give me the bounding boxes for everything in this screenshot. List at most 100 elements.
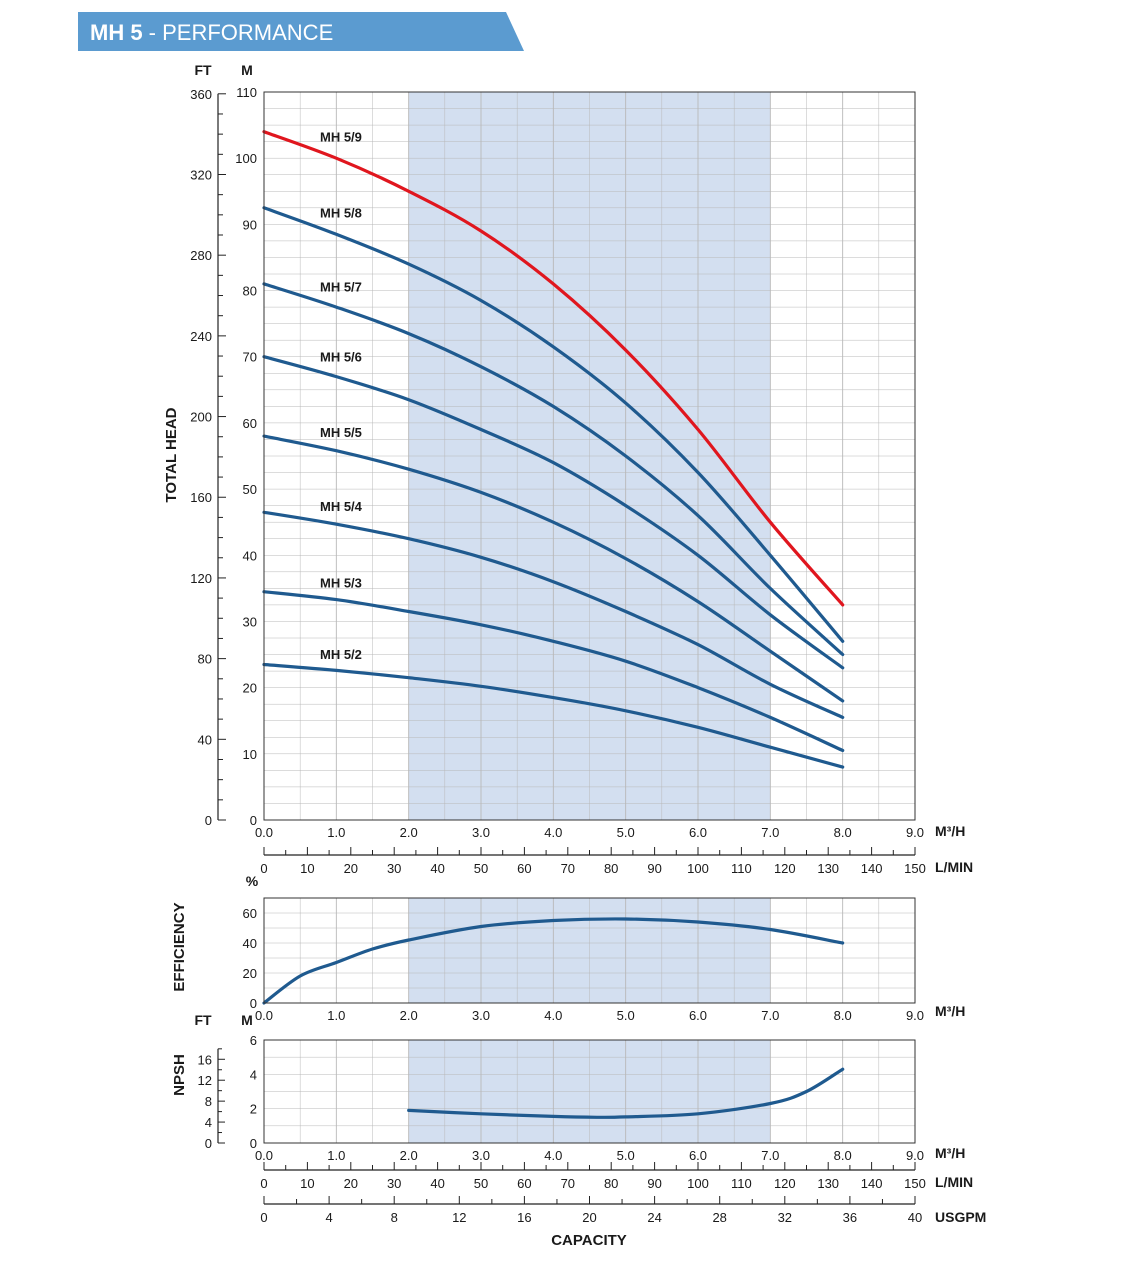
head-curve-mh-5-6 xyxy=(262,355,845,670)
head-m-tick-label: 100 xyxy=(235,151,257,166)
efficiency-x-tick-label: 9.0 xyxy=(906,1008,924,1023)
lmin-top-tick-label: 10 xyxy=(300,861,314,876)
npsh-x-tick-label: 0.0 xyxy=(255,1148,273,1163)
head-axes: 0.0 1.0 2.0 3.0 4.0 5.0 6.0 7.0 8.0 9.0 0 10 20 30 40 5… xyxy=(190,85,924,840)
npsh-x-tick-label: 4.0 xyxy=(544,1148,562,1163)
head-ft-tick-label: 280 xyxy=(190,248,212,263)
efficiency-x-tick-label: 7.0 xyxy=(761,1008,779,1023)
usgpm-unit: USGPM xyxy=(935,1209,986,1225)
head-ft-tick-label: 200 xyxy=(190,410,212,425)
lmin-top-tick-label: 120 xyxy=(774,861,796,876)
efficiency-y-tick-label: 20 xyxy=(243,966,257,981)
lmin-bottom-tick-label: 30 xyxy=(387,1176,401,1191)
head-m-tick-label: 50 xyxy=(243,482,257,497)
head-curve-mh-5-8 xyxy=(262,206,845,643)
head-m-tick-label: 20 xyxy=(243,681,257,696)
efficiency-frame xyxy=(263,897,916,1004)
npsh-axes: 0.0 1.0 2.0 3.0 4.0 5.0 6.0 7.0 8.0 9.0 0 2 4 6 0 4 8 12 1… xyxy=(198,1033,925,1163)
lmin-bottom-tick-label: 0 xyxy=(260,1176,267,1191)
head-ft-tick-label: 120 xyxy=(190,571,212,586)
lmin-top-tick-label: 80 xyxy=(604,861,618,876)
head-ft-tick-label: 320 xyxy=(190,167,212,182)
npsh-m-tick-label: 2 xyxy=(250,1102,257,1117)
head-x-tick-label: 4.0 xyxy=(544,825,562,840)
npsh-ft-tick-label: 12 xyxy=(198,1073,212,1088)
banner-background xyxy=(78,12,524,51)
head-ft-tick-label: 240 xyxy=(190,329,212,344)
lmin-top-tick-label: 150 xyxy=(904,861,926,876)
head-frame xyxy=(263,91,916,821)
head-x-tick-label: 9.0 xyxy=(906,825,924,840)
npsh-y-title: NPSH xyxy=(171,1054,188,1096)
efficiency-x-unit: M³/H xyxy=(935,1003,965,1019)
banner-model: MH 5 xyxy=(90,20,143,45)
head-curve-label: MH 5/9 xyxy=(320,130,362,145)
head-m-tick-label: 80 xyxy=(243,284,257,299)
npsh-ft-tick-label: 0 xyxy=(205,1136,212,1151)
npsh-x-tick-label: 7.0 xyxy=(761,1148,779,1163)
head-curve-mh-5-7 xyxy=(262,282,845,657)
head-curve-labels: MH 5/9 MH 5/8 MH 5/7 MH 5/6 MH 5/5 MH 5/4 MH 5… xyxy=(320,130,363,662)
lmin-scale-bottom: 0 10 20 30 40 50 60 70 80 90 100 110 120 130 140 150 xyxy=(260,1162,926,1191)
svg-text:MH 5 - PERFORMANCE: MH 5 - PERFORMANCE xyxy=(90,20,333,45)
head-curve-mh-5-2 xyxy=(262,662,845,769)
head-x-tick-label: 8.0 xyxy=(834,825,852,840)
efficiency-x-tick-label: 3.0 xyxy=(472,1008,490,1023)
lmin-unit-top: L/MIN xyxy=(935,859,973,875)
head-curve-label: MH 5/7 xyxy=(320,279,362,294)
efficiency-x-tick-label: 0.0 xyxy=(255,1008,273,1023)
head-curve-label: MH 5/4 xyxy=(320,499,363,514)
capacity-x-title: CAPACITY xyxy=(551,1232,627,1249)
lmin-top-tick-label: 30 xyxy=(387,861,401,876)
head-x-tick-label: 7.0 xyxy=(761,825,779,840)
head-m-tick-label: 60 xyxy=(243,416,257,431)
usgpm-tick-label: 32 xyxy=(778,1210,792,1225)
npsh-ft-tick-label: 8 xyxy=(205,1094,212,1109)
npsh-chart: 0.0 1.0 2.0 3.0 4.0 5.0 6.0 7.0 8.0 9.0 0 2 4 6 0 4 8 12 1… xyxy=(171,1012,965,1163)
usgpm-tick-label: 36 xyxy=(843,1210,857,1225)
npsh-x-tick-label: 1.0 xyxy=(327,1148,345,1163)
head-m-tick-label: 110 xyxy=(236,85,257,100)
header-banner: MH 5 - PERFORMANCE xyxy=(78,12,524,51)
npsh-m-tick-label: 4 xyxy=(250,1067,257,1082)
head-x-tick-label: 2.0 xyxy=(400,825,418,840)
head-chart: MH 5/9 MH 5/8 MH 5/7 MH 5/6 MH 5/5 MH 5/4 MH 5… xyxy=(163,62,965,840)
lmin-bottom-tick-label: 80 xyxy=(604,1176,618,1191)
efficiency-y-tick-label: 60 xyxy=(243,906,257,921)
lmin-bottom-tick-label: 40 xyxy=(430,1176,444,1191)
lmin-bottom-tick-label: 110 xyxy=(731,1176,752,1191)
head-m-tick-label: 30 xyxy=(243,614,257,629)
lmin-top-tick-label: 100 xyxy=(687,861,709,876)
head-x-unit: M³/H xyxy=(935,823,965,839)
lmin-top-tick-label: 90 xyxy=(647,861,661,876)
usgpm-tick-label: 16 xyxy=(517,1210,531,1225)
npsh-x-tick-label: 9.0 xyxy=(906,1148,924,1163)
head-curve-mh-5-4 xyxy=(262,510,845,719)
head-curve-label: MH 5/6 xyxy=(320,350,362,365)
efficiency-y-title: EFFICIENCY xyxy=(171,902,188,991)
lmin-top-tick-label: 50 xyxy=(474,861,488,876)
npsh-x-unit: M³/H xyxy=(935,1145,965,1161)
head-x-tick-label: 6.0 xyxy=(689,825,707,840)
efficiency-y-tick-label: 0 xyxy=(250,996,257,1011)
npsh-m-tick-label: 6 xyxy=(250,1033,257,1048)
npsh-curves xyxy=(407,1067,845,1119)
lmin-bottom-tick-label: 150 xyxy=(904,1176,926,1191)
head-curve-mh-5-3 xyxy=(262,590,845,753)
efficiency-grid xyxy=(264,898,915,1003)
head-ft-tick-label: 40 xyxy=(198,732,212,747)
head-curve-mh-5-5 xyxy=(262,434,845,703)
efficiency-x-tick-label: 5.0 xyxy=(617,1008,635,1023)
efficiency-y-tick-label: 40 xyxy=(243,936,257,951)
lmin-top-tick-label: 0 xyxy=(260,861,267,876)
head-m-tick-label: 0 xyxy=(250,813,257,828)
efficiency-x-tick-label: 8.0 xyxy=(834,1008,852,1023)
usgpm-scale: 0 4 8 12 16 20 24 28 32 36 40 xyxy=(260,1196,922,1225)
head-curve-label: MH 5/3 xyxy=(320,576,362,591)
lmin-top-tick-label: 110 xyxy=(731,861,752,876)
npsh-x-tick-label: 2.0 xyxy=(400,1148,418,1163)
lmin-top-tick-label: 60 xyxy=(517,861,531,876)
npsh-frame xyxy=(263,1039,916,1144)
